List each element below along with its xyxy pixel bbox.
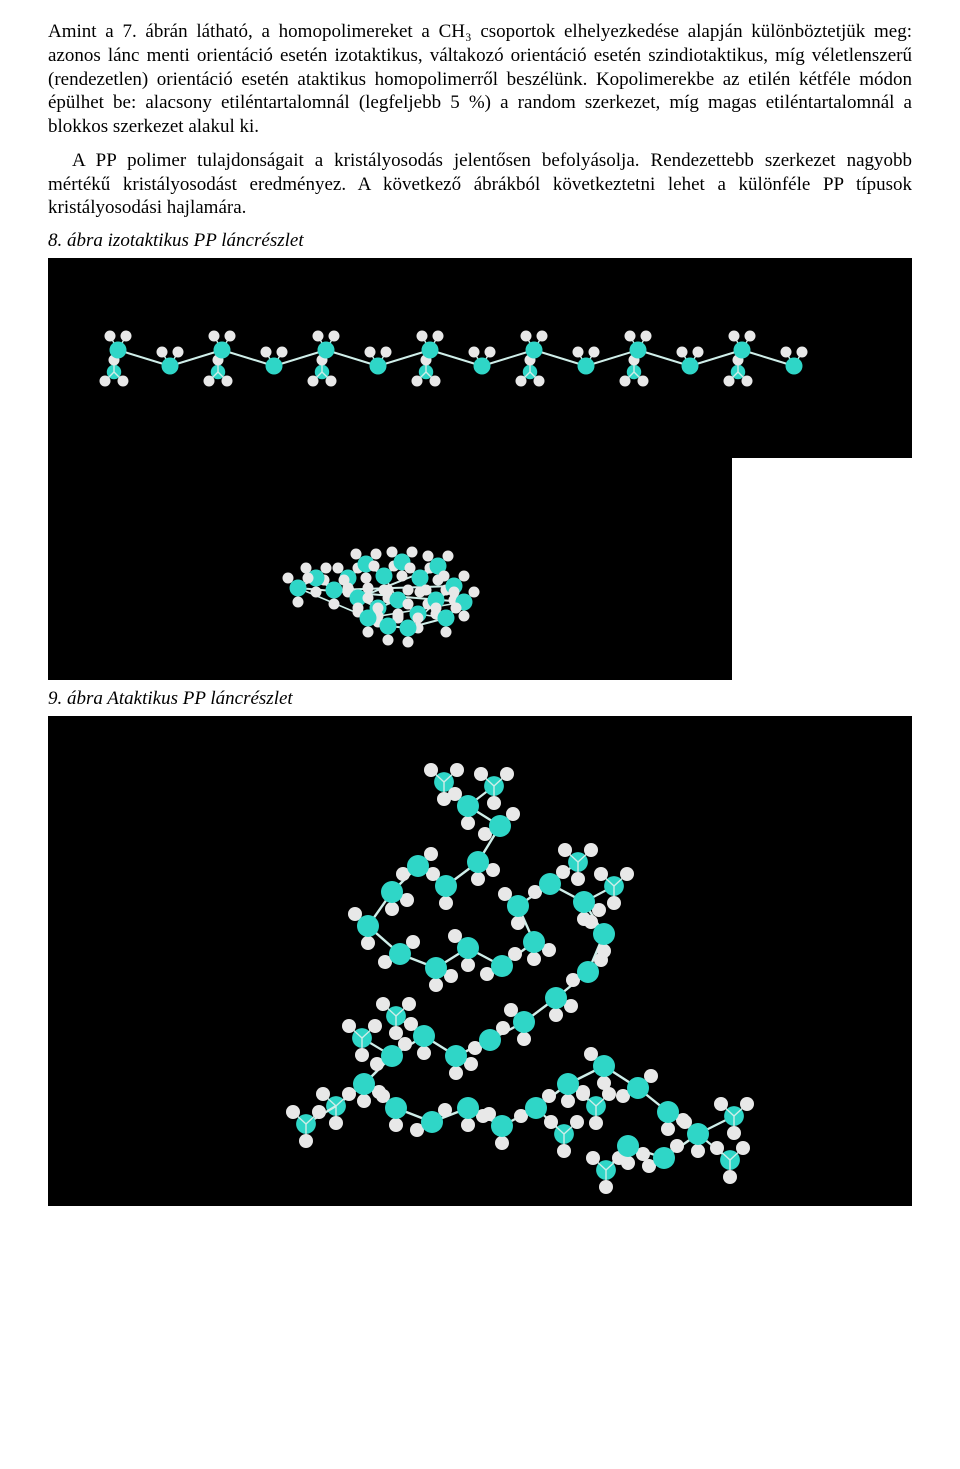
figure-9-panel [48, 716, 912, 1206]
figure-9-caption: 9. ábra Ataktikus PP láncrészlet [48, 688, 912, 710]
figure-8-top-panel [48, 258, 912, 458]
figure-8-caption: 8. ábra izotaktikus PP láncrészlet [48, 230, 912, 252]
paragraph-1: Amint a 7. ábrán látható, a homopolimere… [48, 20, 912, 139]
figure-8 [48, 258, 912, 680]
figure-9 [48, 716, 912, 1206]
paragraph-2: A PP polimer tulajdonságait a kristályos… [48, 149, 912, 220]
document-page: Amint a 7. ábrán látható, a homopolimere… [0, 0, 960, 1246]
figure-8-bottom-panel [48, 458, 732, 680]
